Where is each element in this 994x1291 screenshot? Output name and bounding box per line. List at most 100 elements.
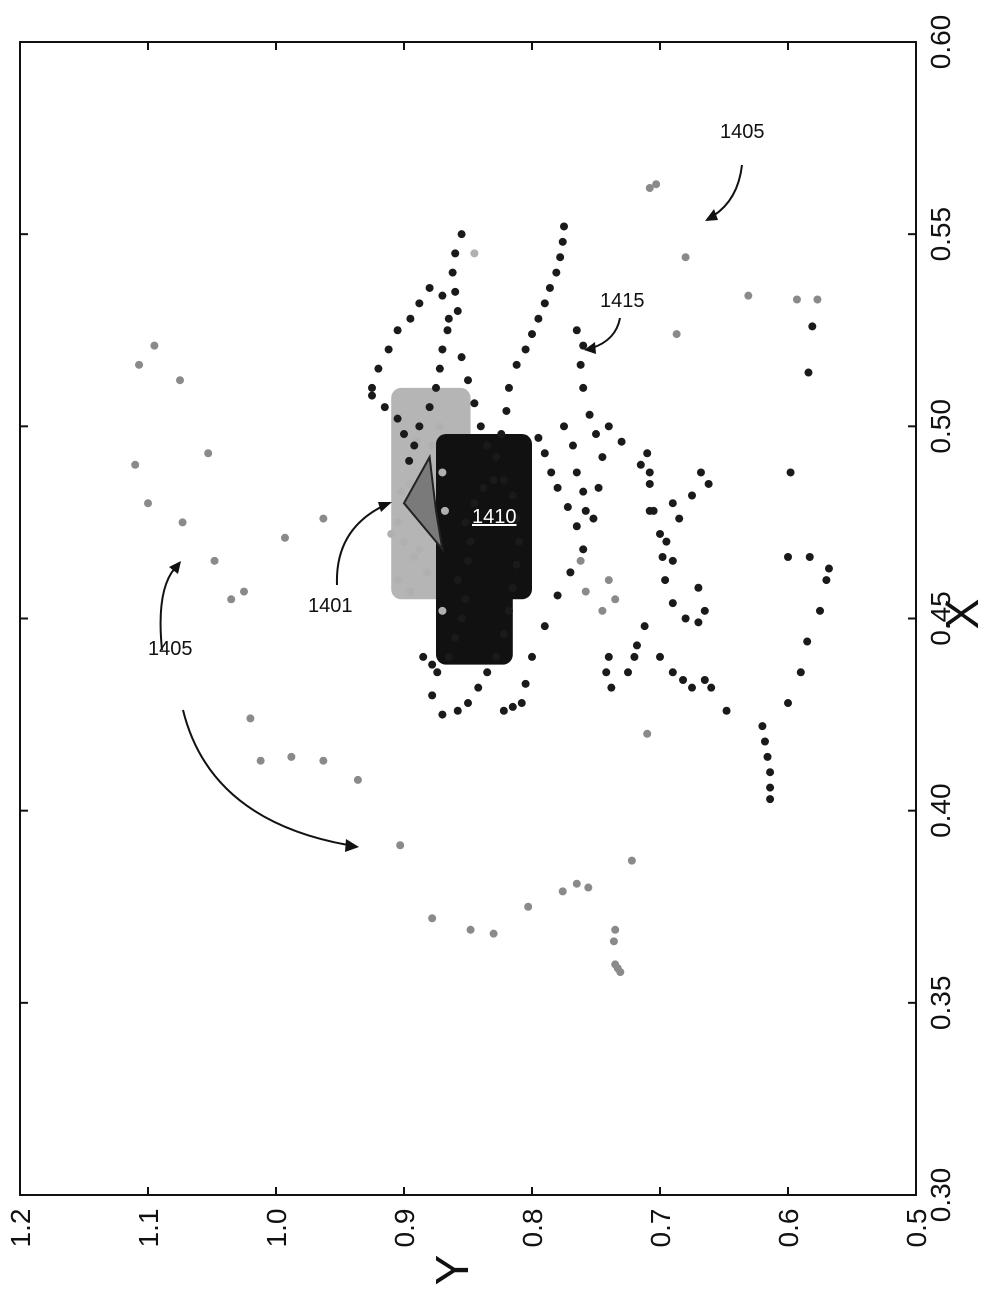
data-point-s2-74 xyxy=(630,652,639,661)
data-point-s2-103 xyxy=(448,268,457,277)
data-point-s2-114 xyxy=(368,391,376,400)
data-point-s2-13 xyxy=(489,476,498,485)
data-point-s2-82 xyxy=(707,683,716,692)
axis-ticks: 0.30 0.35 0.40 0.45 0.50 0.55 0.60 0.5 0.6 0.7 0.8… xyxy=(5,15,956,1248)
data-point-s2-130 xyxy=(476,422,485,431)
data-point-s2-132 xyxy=(492,453,501,462)
data-point-s2-17 xyxy=(515,537,524,546)
data-point-s2-97 xyxy=(784,553,792,562)
data-point-s2-141 xyxy=(545,283,554,292)
data-point-s2-27 xyxy=(438,710,447,719)
x-tick-label: 0.40 xyxy=(925,783,956,838)
data-point-s2-4 xyxy=(451,633,460,642)
data-point-s0-27 xyxy=(280,533,289,542)
data-point-s0-25 xyxy=(131,460,140,469)
data-point-s1-5 xyxy=(428,441,437,450)
data-point-s2-111 xyxy=(415,422,424,431)
data-point-s2-23 xyxy=(483,668,492,677)
data-point-s2-116 xyxy=(393,414,402,423)
data-point-s2-123 xyxy=(415,299,424,308)
data-point-s2-8 xyxy=(464,556,472,565)
data-point-s2-128 xyxy=(464,376,472,385)
data-point-s2-105 xyxy=(453,307,462,316)
data-point-s0-7 xyxy=(428,914,437,923)
data-point-s0-28 xyxy=(319,514,328,523)
x-tick-label: 0.60 xyxy=(925,15,956,70)
data-point-s2-47 xyxy=(604,422,613,431)
data-point-s0-33 xyxy=(645,184,654,193)
data-point-s0-22 xyxy=(210,556,219,565)
arrow-1405-left-down-head xyxy=(345,839,359,852)
data-point-s1-10 xyxy=(438,468,447,477)
data-point-s2-40 xyxy=(598,453,607,462)
data-point-s2-68 xyxy=(696,468,705,477)
data-point-s0-39 xyxy=(576,556,585,565)
data-point-s2-32 xyxy=(521,679,530,688)
data-point-s2-69 xyxy=(704,479,713,488)
dense-region-2 xyxy=(436,549,513,665)
data-point-s2-7 xyxy=(453,576,462,585)
data-point-s2-25 xyxy=(464,699,472,708)
data-point-s2-152 xyxy=(563,503,572,512)
x-tick-label: 0.45 xyxy=(925,591,956,646)
data-point-s0-37 xyxy=(792,295,801,304)
data-point-s2-5 xyxy=(457,614,466,623)
data-point-s0-13 xyxy=(396,841,405,850)
data-point-s2-125 xyxy=(438,291,447,300)
y-tick-label: 0.9 xyxy=(389,1209,420,1248)
data-point-s2-93 xyxy=(816,606,824,615)
data-point-s2-67 xyxy=(688,491,696,500)
data-point-s2-6 xyxy=(461,595,470,604)
data-point-s1-8 xyxy=(410,553,419,562)
data-point-s2-56 xyxy=(681,614,690,623)
data-point-s2-29 xyxy=(499,706,508,715)
data-point-s2-150 xyxy=(581,506,590,515)
callout-1405-right: 1405 xyxy=(720,121,765,143)
data-point-s2-34 xyxy=(540,622,549,631)
data-point-s2-35 xyxy=(553,591,562,600)
data-point-s1-1 xyxy=(393,518,402,527)
data-point-s0-36 xyxy=(744,291,753,300)
data-point-s2-53 xyxy=(658,553,667,562)
data-point-s2-129 xyxy=(470,399,479,408)
data-point-s2-139 xyxy=(534,314,543,323)
data-point-s2-119 xyxy=(374,364,383,373)
data-point-s0-6 xyxy=(466,925,475,934)
arrow-1405-right-head xyxy=(705,209,718,221)
data-point-s2-133 xyxy=(497,430,506,439)
data-point-s2-104 xyxy=(451,287,460,296)
data-point-s2-58 xyxy=(700,606,709,615)
data-point-s2-110 xyxy=(425,403,434,412)
data-point-s2-91 xyxy=(796,668,805,677)
data-point-s0-23 xyxy=(178,518,187,527)
data-point-s1-0 xyxy=(400,537,408,546)
data-point-s2-149 xyxy=(579,487,588,496)
data-point-s2-75 xyxy=(632,641,641,650)
data-point-s2-153 xyxy=(553,483,562,492)
data-point-s2-15 xyxy=(508,491,517,500)
data-point-s0-19 xyxy=(643,729,652,738)
data-point-s2-107 xyxy=(438,345,447,354)
data-point-s2-85 xyxy=(760,737,769,746)
data-point-s2-54 xyxy=(661,576,670,585)
data-point-s1-17 xyxy=(397,487,406,496)
data-point-s0-5 xyxy=(489,929,498,938)
data-point-s2-138 xyxy=(528,330,536,339)
data-point-s0-41 xyxy=(598,606,607,615)
x-tick-label: 0.55 xyxy=(925,207,956,262)
data-point-s2-36 xyxy=(566,568,575,577)
callout-1405-left: 1405 xyxy=(148,638,193,660)
data-point-s2-80 xyxy=(688,683,696,692)
data-point-s2-55 xyxy=(668,599,677,608)
x-tick-label: 0.50 xyxy=(925,399,956,454)
data-point-s2-79 xyxy=(679,675,688,684)
data-point-s2-52 xyxy=(656,529,664,538)
data-point-s0-18 xyxy=(246,714,255,723)
data-point-s2-94 xyxy=(822,576,831,585)
data-point-s2-19 xyxy=(508,583,517,592)
arrow-1401-head xyxy=(378,502,392,512)
data-point-s2-140 xyxy=(540,299,549,308)
callout-arrows xyxy=(159,164,743,852)
callout-1415: 1415 xyxy=(600,290,645,312)
